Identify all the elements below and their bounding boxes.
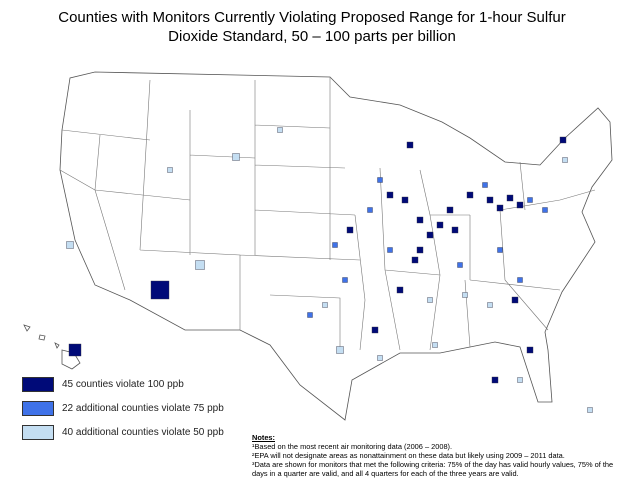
legend: 45 counties violate 100 ppb 22 additional… — [22, 372, 224, 444]
legend-label: 45 counties violate 100 ppb — [62, 378, 184, 390]
title: Counties with Monitors Currently Violati… — [0, 8, 624, 46]
county-marker — [367, 207, 373, 213]
county-marker — [307, 312, 313, 318]
county-marker — [482, 182, 488, 188]
county-marker — [446, 206, 454, 214]
county-marker — [526, 346, 534, 354]
county-marker — [517, 377, 523, 383]
county-marker — [371, 326, 379, 334]
notes: Notes: ¹Based on the most recent air mon… — [252, 433, 622, 478]
county-marker — [377, 177, 383, 183]
county-marker — [432, 342, 438, 348]
county-marker — [527, 197, 533, 203]
county-marker — [511, 296, 519, 304]
county-marker — [562, 157, 568, 163]
county-marker — [457, 262, 463, 268]
county-marker — [68, 343, 82, 357]
note: ¹Based on the most recent air monitoring… — [252, 442, 453, 451]
title-line: Counties with Monitors Currently Violati… — [58, 9, 566, 26]
notes-heading: Notes: — [252, 433, 275, 442]
county-marker — [277, 127, 283, 133]
county-marker — [232, 153, 240, 161]
county-marker — [587, 407, 593, 413]
county-marker — [516, 201, 524, 209]
county-marker — [436, 221, 444, 229]
county-marker — [466, 191, 474, 199]
legend-entry: 22 additional counties violate 75 ppb — [22, 396, 224, 420]
county-marker — [559, 136, 567, 144]
county-marker — [387, 247, 393, 253]
county-marker — [195, 260, 205, 270]
state-lines — [59, 77, 596, 351]
county-marker — [517, 277, 523, 283]
county-marker — [406, 141, 414, 149]
note: ³Data are shown for monitors that met th… — [252, 460, 614, 478]
county-marker — [411, 256, 419, 264]
legend-label: 22 additional counties violate 75 ppb — [62, 402, 224, 414]
county-marker — [346, 226, 354, 234]
us-map — [23, 71, 613, 421]
county-marker — [416, 216, 424, 224]
county-marker — [427, 297, 433, 303]
county-marker — [396, 286, 404, 294]
county-marker — [496, 204, 504, 212]
legend-swatch — [22, 400, 54, 416]
county-marker — [342, 277, 348, 283]
legend-swatch — [22, 376, 54, 392]
county-marker — [377, 355, 383, 361]
county-marker — [167, 167, 173, 173]
county-marker — [426, 231, 434, 239]
county-marker — [150, 280, 170, 300]
hawaii — [23, 324, 81, 370]
county-marker — [451, 226, 459, 234]
county-marker — [386, 191, 394, 199]
county-marker — [542, 207, 548, 213]
county-marker — [336, 346, 344, 354]
county-marker — [497, 247, 503, 253]
county-marker — [66, 241, 74, 249]
county-marker — [401, 196, 409, 204]
legend-label: 40 additional counties violate 50 ppb — [62, 426, 224, 438]
legend-entry: 40 additional counties violate 50 ppb — [22, 420, 224, 444]
county-marker — [416, 246, 424, 254]
county-marker — [462, 292, 468, 298]
county-marker — [506, 194, 514, 202]
county-marker — [491, 376, 499, 384]
title-line: Dioxide Standard, 50 – 100 parts per bil… — [168, 28, 456, 45]
county-marker — [486, 196, 494, 204]
legend-swatch — [22, 424, 54, 440]
counties — [66, 127, 593, 413]
county-marker — [487, 302, 493, 308]
county-marker — [322, 302, 328, 308]
note: ²EPA will not designate areas as nonatta… — [252, 451, 565, 460]
legend-entry: 45 counties violate 100 ppb — [22, 372, 224, 396]
county-marker — [332, 242, 338, 248]
